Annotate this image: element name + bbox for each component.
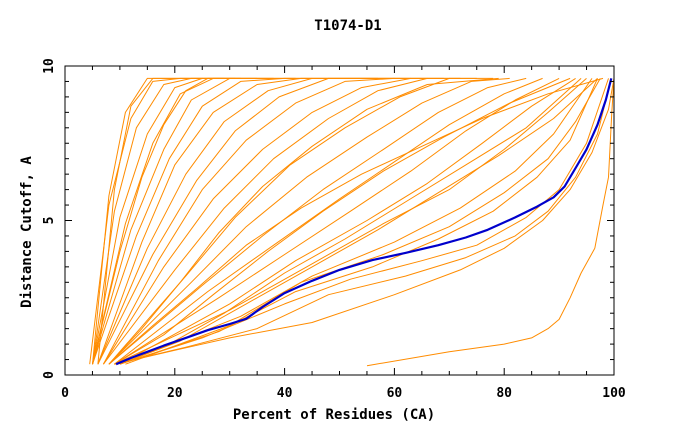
model-line bbox=[119, 78, 598, 365]
model-line bbox=[366, 248, 596, 367]
model-line bbox=[119, 77, 576, 365]
model-line bbox=[119, 78, 598, 365]
y-tick-label: 5 bbox=[42, 217, 57, 225]
model-lines bbox=[89, 77, 615, 367]
model-line bbox=[108, 77, 494, 365]
model-line bbox=[114, 77, 571, 365]
highlight-series-line bbox=[115, 78, 613, 366]
model-line bbox=[114, 78, 612, 365]
chart-title: T1074-D1 bbox=[314, 18, 381, 34]
x-tick-label: 60 bbox=[387, 386, 403, 401]
model-line bbox=[102, 77, 461, 365]
axis-ticks: 0 20 40 60 80 100 0 5 10 bbox=[42, 58, 626, 401]
highlight-line bbox=[115, 78, 613, 366]
x-axis-label: Percent of Residues (CA) bbox=[233, 407, 435, 423]
model-line bbox=[92, 77, 313, 365]
model-line bbox=[594, 78, 615, 249]
model-line bbox=[114, 78, 587, 365]
model-line bbox=[114, 78, 615, 365]
x-tick-label: 20 bbox=[167, 386, 183, 401]
model-line bbox=[114, 78, 582, 365]
model-line bbox=[92, 77, 378, 365]
model-line bbox=[114, 77, 560, 365]
model-line bbox=[97, 77, 203, 365]
model-line bbox=[103, 77, 477, 365]
model-line bbox=[108, 77, 510, 365]
model-line bbox=[108, 77, 604, 365]
y-tick-label: 10 bbox=[42, 58, 57, 74]
y-tick-label: 0 bbox=[42, 371, 57, 379]
model-line bbox=[119, 78, 609, 365]
model-line bbox=[97, 77, 411, 365]
model-line bbox=[108, 77, 499, 365]
y-axis-label: Distance Cutoff, A bbox=[19, 156, 35, 308]
x-tick-label: 40 bbox=[277, 386, 293, 401]
model-line bbox=[92, 77, 236, 365]
plot-area: 0 20 40 60 80 100 0 5 10 bbox=[42, 58, 626, 401]
model-line bbox=[114, 77, 543, 365]
model-line bbox=[119, 78, 593, 365]
model-line bbox=[108, 77, 527, 365]
x-tick-label: 100 bbox=[602, 386, 626, 401]
x-tick-label: 0 bbox=[61, 386, 69, 401]
model-line bbox=[125, 78, 601, 365]
model-line bbox=[92, 77, 296, 365]
x-tick-label: 80 bbox=[496, 386, 512, 401]
